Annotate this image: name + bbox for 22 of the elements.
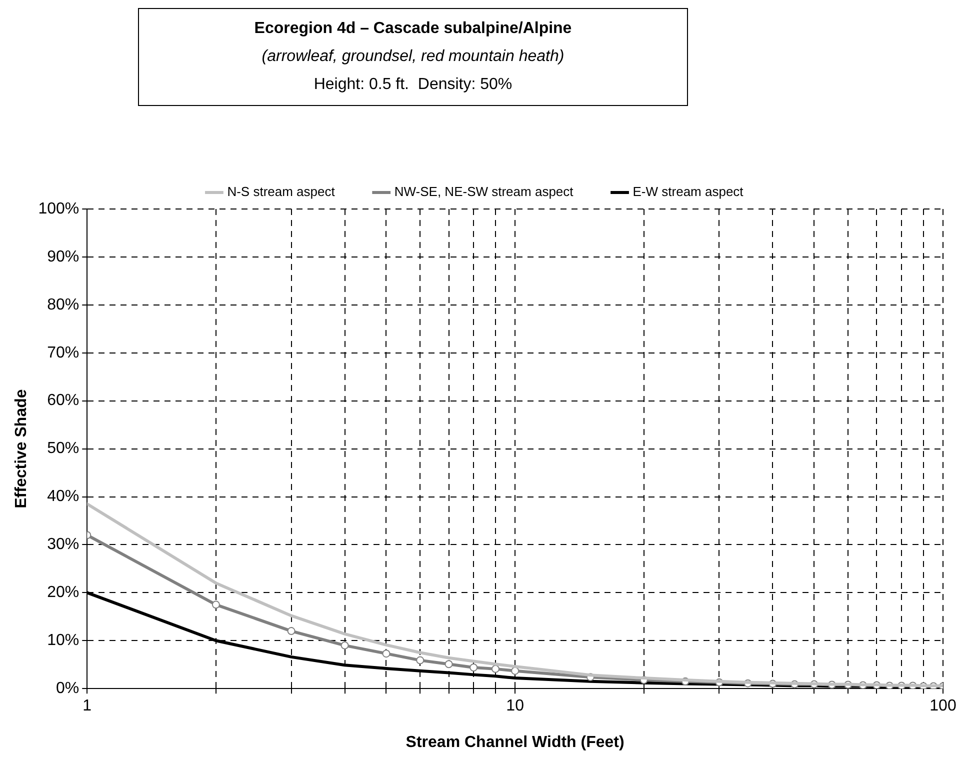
chart-subtitle: (arrowleaf, groundsel, red mountain heath)	[260, 47, 566, 67]
legend-label: NW-SE, NE-SW stream aspect	[394, 184, 574, 200]
x-tick-label: 1	[82, 698, 92, 715]
y-tick-label: 80%	[47, 296, 80, 314]
x-tick-label: 100	[930, 698, 956, 715]
y-tick-label: 20%	[47, 584, 80, 602]
chart-title: Ecoregion 4d – Cascade subalpine/Alpine	[253, 19, 573, 39]
x-axis-title: Stream Channel Width (Feet)	[406, 734, 624, 751]
y-tick-label: 90%	[47, 248, 80, 266]
y-tick-label: 30%	[47, 536, 80, 554]
y-tick-label: 100%	[38, 200, 80, 218]
legend-label: N-S stream aspect	[227, 184, 336, 200]
x-tick-label: 10	[506, 698, 524, 715]
legend-label: E-W stream aspect	[632, 184, 744, 200]
text: Height: 0.5 ft. Density: 50%	[312, 75, 514, 95]
y-tick-label: 10%	[47, 632, 80, 650]
y-tick-label: 60%	[47, 392, 80, 410]
y-tick-label: 40%	[47, 488, 80, 506]
y-axis-title: Effective Shade	[13, 389, 30, 508]
y-tick-label: 0%	[56, 680, 80, 698]
y-tick-label: 50%	[47, 440, 80, 458]
y-tick-label: 70%	[47, 344, 80, 362]
